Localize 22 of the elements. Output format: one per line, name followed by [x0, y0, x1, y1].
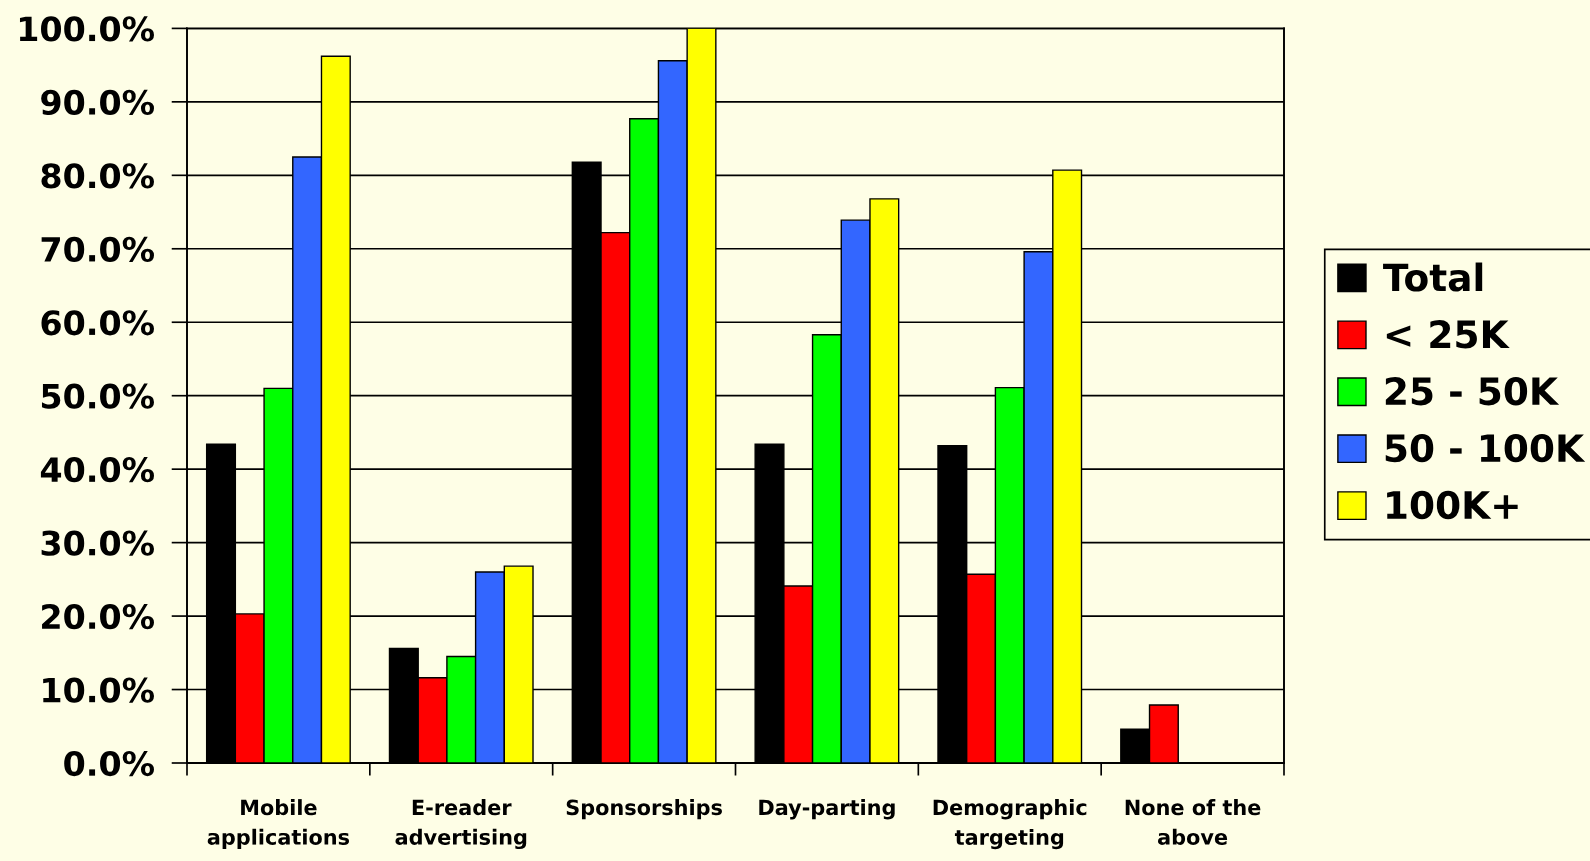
- x-tick-label: Sponsorships: [566, 799, 722, 820]
- y-tick-label: 90.0%: [41, 89, 154, 115]
- y-tick-label: 60.0%: [41, 310, 154, 336]
- x-tick-label: Demographic targeting: [933, 799, 1087, 850]
- legend-label: 25 - 50K: [1385, 377, 1560, 406]
- y-tick-label: 40.0%: [40, 457, 154, 483]
- y-tick-label: 0.0%: [64, 750, 154, 777]
- y-tick-label: 70.0%: [41, 236, 154, 262]
- legend-label: Total: [1383, 262, 1483, 292]
- legend-label: 50 - 100K: [1385, 433, 1586, 463]
- x-tick-label: Mobile applications: [207, 799, 350, 849]
- x-tick-label: None of the above: [1125, 799, 1261, 845]
- y-tick-label: 80.0%: [41, 163, 154, 189]
- y-tick-label: 20.0%: [42, 604, 154, 630]
- x-tick-label: Day-parting: [759, 799, 895, 820]
- y-tick-label: 10.0%: [43, 677, 154, 703]
- legend-label: 100K+: [1387, 490, 1518, 520]
- y-tick-label: 50.0%: [41, 383, 154, 409]
- x-tick-label: E-reader advertising: [395, 799, 527, 850]
- y-tick-label: 100.0%: [19, 16, 154, 42]
- y-tick-label: 30.0%: [41, 530, 154, 556]
- legend-label: < 25K: [1386, 320, 1510, 349]
